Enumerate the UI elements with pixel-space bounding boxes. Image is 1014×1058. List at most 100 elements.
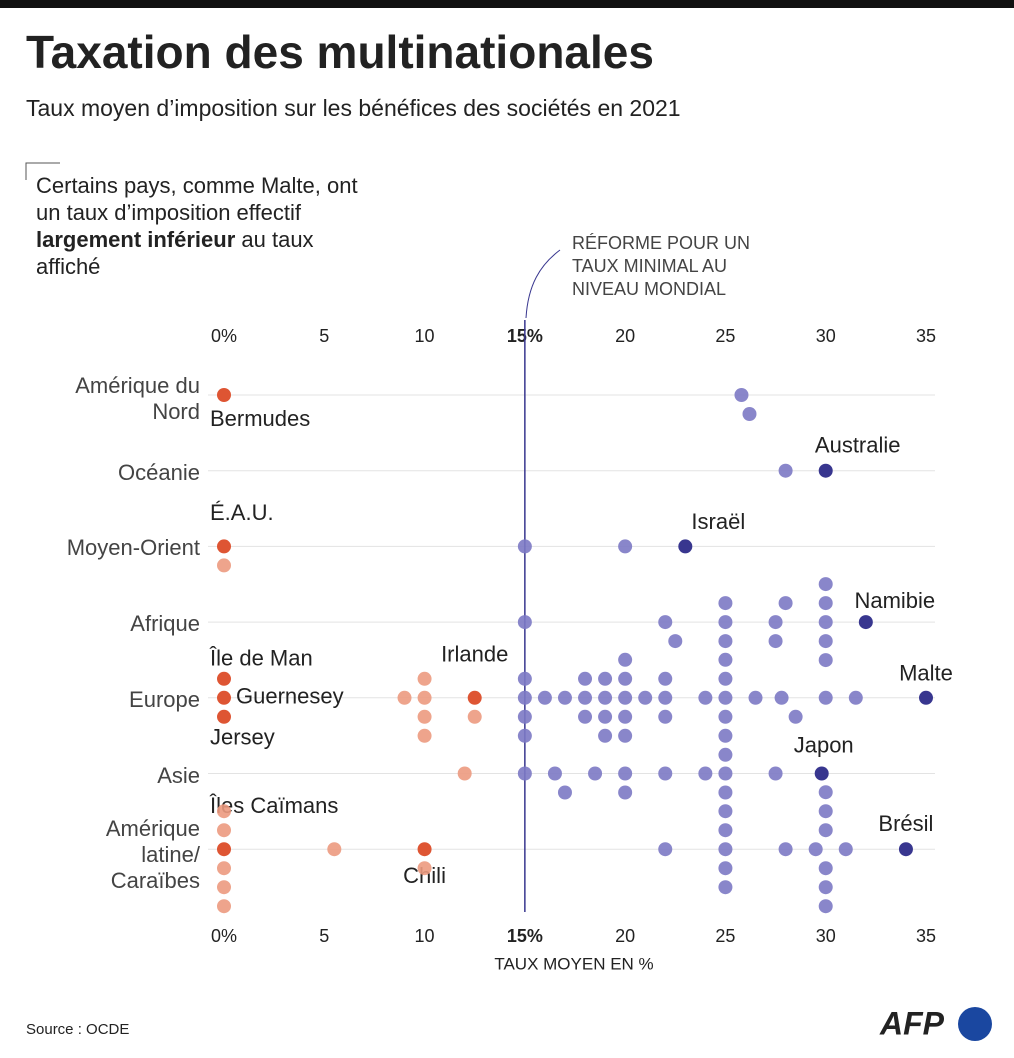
- highlight-label: Jersey: [210, 725, 275, 750]
- dot: [557, 690, 572, 705]
- dot: [417, 709, 432, 724]
- dot: [718, 709, 733, 724]
- dot: [658, 615, 673, 630]
- dot: [658, 766, 673, 781]
- row-label: Afrique: [130, 611, 200, 637]
- x-tick-label: 30: [816, 326, 836, 346]
- highlight-dot: [217, 709, 231, 724]
- highlight-dot: [818, 463, 833, 478]
- row-label: Amérique latine/ Caraïbes: [105, 816, 200, 894]
- dot: [578, 709, 593, 724]
- row-label: Amérique du Nord: [75, 373, 200, 425]
- highlight-label: Namibie: [854, 588, 935, 613]
- dot: [818, 823, 833, 838]
- dot: [808, 842, 823, 857]
- row-label: Europe: [129, 686, 200, 712]
- dot: [618, 766, 633, 781]
- dot: [217, 880, 231, 895]
- dot: [818, 804, 833, 819]
- dot: [768, 634, 783, 649]
- dot: [718, 785, 733, 800]
- dot: [668, 634, 683, 649]
- dot: [818, 861, 833, 876]
- dot: [848, 690, 863, 705]
- dot: [537, 690, 552, 705]
- dot: [718, 728, 733, 743]
- dot: [217, 823, 231, 838]
- dot: [217, 558, 231, 573]
- dot: [718, 766, 733, 781]
- dot: [578, 671, 593, 686]
- dot: [618, 539, 633, 554]
- dot: [417, 728, 432, 743]
- source: Source : OCDE: [26, 1021, 129, 1038]
- highlight-dot: [217, 842, 231, 857]
- dot: [718, 615, 733, 630]
- x-tick-label: 35: [916, 926, 936, 946]
- highlight-dot: [217, 671, 231, 686]
- dot: [778, 463, 793, 478]
- dot: [517, 539, 532, 554]
- x-tick-label: 25: [715, 326, 735, 346]
- dot: [658, 690, 673, 705]
- dot: [838, 842, 853, 857]
- dot: [547, 766, 562, 781]
- x-tick-label: 20: [615, 926, 635, 946]
- dot: [217, 861, 231, 876]
- x-tick-label: 20: [615, 326, 635, 346]
- dot: [658, 842, 673, 857]
- highlight-dot: [678, 539, 693, 554]
- dot: [718, 634, 733, 649]
- logo-circle: [958, 1007, 992, 1041]
- dot: [217, 804, 231, 819]
- reference-label: RÉFORME POUR UN TAUX MINIMAL AU NIVEAU M…: [572, 233, 751, 299]
- dot: [517, 728, 532, 743]
- highlight-label: Guernesey: [236, 684, 344, 709]
- highlight-dot: [858, 615, 873, 630]
- dot: [618, 709, 633, 724]
- highlight-label: Israël: [691, 509, 745, 534]
- dot: [742, 407, 757, 421]
- dot: [557, 785, 572, 800]
- dot: [818, 690, 833, 705]
- highlight-dot: [217, 690, 231, 705]
- dot: [618, 671, 633, 686]
- chart-title: Taxation des multinationales: [26, 26, 654, 78]
- dot: [778, 842, 793, 857]
- dot: [417, 690, 432, 705]
- dot: [517, 766, 532, 781]
- x-tick-label: 5: [319, 926, 329, 946]
- x-tick-label: 5: [319, 326, 329, 346]
- highlight-dot: [217, 539, 231, 554]
- dot: [658, 709, 673, 724]
- dot: [217, 899, 231, 914]
- dot: [718, 804, 733, 819]
- dot: [327, 842, 342, 857]
- dot: [818, 634, 833, 649]
- dot: [618, 785, 633, 800]
- highlight-dot: [467, 690, 482, 705]
- dot: [818, 785, 833, 800]
- dot: [818, 596, 833, 611]
- dot: [618, 652, 633, 667]
- dot: [618, 690, 633, 705]
- note-bold: largement inférieur: [36, 227, 236, 252]
- dot: [658, 671, 673, 686]
- highlight-label: Brésil: [878, 811, 933, 836]
- highlight-label: Japon: [794, 732, 854, 757]
- dot: [718, 652, 733, 667]
- dot: [768, 615, 783, 630]
- x-tick-label: 30: [816, 926, 836, 946]
- dot: [718, 596, 733, 611]
- dot: [818, 653, 833, 668]
- dot: [718, 671, 733, 686]
- dot: [788, 709, 803, 724]
- x-tick-label: 35: [916, 326, 936, 346]
- dot: [698, 690, 713, 705]
- highlight-label: Malte: [899, 661, 953, 686]
- x-tick-label: 0%: [211, 326, 237, 346]
- dot: [818, 615, 833, 630]
- dot: [778, 596, 793, 611]
